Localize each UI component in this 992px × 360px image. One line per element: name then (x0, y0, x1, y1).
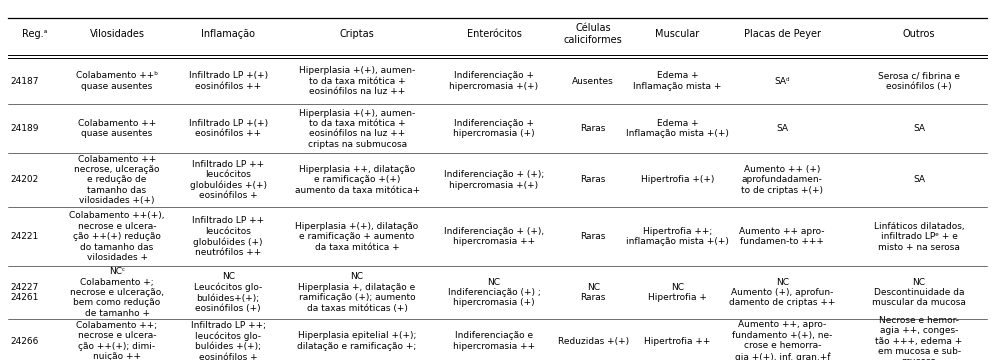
Text: 24189: 24189 (10, 124, 39, 133)
Text: NCᶜ
Colabamento +;
necrose e ulceração,
bem como redução
de tamanho +: NCᶜ Colabamento +; necrose e ulceração, … (70, 267, 164, 318)
Text: Colabamento ++ᵇ
quase ausentes: Colabamento ++ᵇ quase ausentes (76, 71, 158, 91)
Text: Enterócitos: Enterócitos (466, 29, 522, 39)
Text: 24221: 24221 (10, 232, 38, 241)
Text: NC
Hiperplasia +, dilatação e
ramificação (+); aumento
da taxas mitóticas (+): NC Hiperplasia +, dilatação e ramificaçã… (299, 273, 416, 312)
Text: Inflamação: Inflamação (201, 29, 255, 39)
Text: Infiltrado LP +(+)
eosinófilos ++: Infiltrado LP +(+) eosinófilos ++ (188, 71, 268, 91)
Text: Indiferenciação +
hipercromasia +(+): Indiferenciação + hipercromasia +(+) (449, 71, 539, 91)
Text: NC
Hipertrofia +: NC Hipertrofia + (648, 283, 707, 302)
Text: NC
Descontinuidade da
muscular da mucosa: NC Descontinuidade da muscular da mucosa (872, 278, 966, 307)
Text: Hiperplasia epitelial +(+);
dilatação e ramificação +;: Hiperplasia epitelial +(+); dilatação e … (298, 332, 417, 351)
Text: Aumento ++ (+)
aprofundadamen-
to de criptas +(+): Aumento ++ (+) aprofundadamen- to de cri… (741, 165, 823, 195)
Text: 24202: 24202 (10, 175, 38, 184)
Text: SA: SA (913, 175, 926, 184)
Text: Indiferenciação e
hipercromasia ++: Indiferenciação e hipercromasia ++ (453, 332, 535, 351)
Text: Células
caliciformes: Células caliciformes (563, 23, 623, 45)
Text: SAᵈ: SAᵈ (775, 77, 790, 86)
Text: 24266: 24266 (10, 337, 39, 346)
Text: Reg.ᵃ: Reg.ᵃ (22, 29, 48, 39)
Text: Infiltrado LP +(+)
eosinófilos ++: Infiltrado LP +(+) eosinófilos ++ (188, 119, 268, 138)
Text: Raras: Raras (580, 175, 606, 184)
Text: 24227
24261: 24227 24261 (10, 283, 39, 302)
Text: Serosa c/ fibrina e
eosinófilos (+): Serosa c/ fibrina e eosinófilos (+) (878, 71, 960, 91)
Text: Necrose e hemor-
agia ++, conges-
tão +++, edema +
em mucosa e sub-
mucosa: Necrose e hemor- agia ++, conges- tão ++… (876, 316, 962, 360)
Text: Infiltrado LP ++
leucócitos
globulóides +(+)
eosinófilos +: Infiltrado LP ++ leucócitos globulóides … (189, 159, 267, 201)
Text: Ausentes: Ausentes (572, 77, 614, 86)
Text: Raras: Raras (580, 124, 606, 133)
Text: Aumento ++, apro-
fundamento +(+), ne-
crose e hemorra-
gia +(+), inf. gran.+ḟ: Aumento ++, apro- fundamento +(+), ne- c… (732, 320, 832, 360)
Text: Criptas: Criptas (339, 29, 375, 39)
Text: NC
Indiferenciação (+) ;
hipercromasia (+): NC Indiferenciação (+) ; hipercromasia (… (447, 278, 541, 307)
Text: Reduzidas +(+): Reduzidas +(+) (558, 337, 629, 346)
Text: NC
Raras: NC Raras (580, 283, 606, 302)
Text: Edema +
Inflamação mista +: Edema + Inflamação mista + (633, 71, 722, 91)
Text: Colabamento ++(+),
necrose e ulcera-
ção ++(+) redução
do tamanho das
vilosidade: Colabamento ++(+), necrose e ulcera- ção… (69, 211, 165, 262)
Text: Colabamento ++
necrose, ulceração
e redução de
tamanho das
vilosidades +(+): Colabamento ++ necrose, ulceração e redu… (74, 155, 160, 205)
Text: Hiperplasia ++, dilatação
e ramificação +(+)
aumento da taxa mitótica+: Hiperplasia ++, dilatação e ramificação … (295, 165, 420, 195)
Text: Hipertrofia ++: Hipertrofia ++ (645, 337, 710, 346)
Text: Hiperplasia +(+), aumen-
to da taxa mitótica +
eosinófilos na luz ++: Hiperplasia +(+), aumen- to da taxa mitó… (299, 66, 416, 96)
Text: NC
Leucócitos glo-
bulóides+(+);
eosinófilos (+): NC Leucócitos glo- bulóides+(+); eosinóf… (194, 272, 262, 313)
Text: Raras: Raras (580, 232, 606, 241)
Text: Linfáticos dilatados,
infiltrado LPᵉ + e
misto + na serosa: Linfáticos dilatados, infiltrado LPᵉ + e… (874, 222, 964, 252)
Text: Hipertrofia +(+): Hipertrofia +(+) (641, 175, 714, 184)
Text: Outros: Outros (903, 29, 935, 39)
Text: Hiperplasia +(+), dilatação
e ramificação + aumento
da taxa mitótica +: Hiperplasia +(+), dilatação e ramificaçã… (296, 222, 419, 252)
Text: Colabamento ++;
necrose e ulcera-
ção ++(+); dimi-
nuição ++: Colabamento ++; necrose e ulcera- ção ++… (76, 321, 158, 360)
Text: Colabamento ++
quase ausentes: Colabamento ++ quase ausentes (78, 119, 156, 138)
Text: Infiltrado LP ++;
leucócitos glo-
bulóides +(+);
eosinófilos +: Infiltrado LP ++; leucócitos glo- bulóid… (190, 321, 266, 360)
Text: Aumento ++ apro-
fundamen-to +++: Aumento ++ apro- fundamen-to +++ (739, 227, 825, 246)
Text: Edema +
Inflamação mista +(+): Edema + Inflamação mista +(+) (626, 119, 729, 138)
Text: Placas de Peyer: Placas de Peyer (744, 29, 820, 39)
Text: Indiferenciação + (+);
hipercromasia +(+): Indiferenciação + (+); hipercromasia +(+… (443, 170, 545, 190)
Text: SA: SA (776, 124, 789, 133)
Text: Indiferenciação +
hipercromasia (+): Indiferenciação + hipercromasia (+) (453, 119, 535, 138)
Text: 24187: 24187 (10, 77, 39, 86)
Text: Hiperplasia +(+), aumen-
to da taxa mitótica +
eosinófilos na luz ++
criptas na : Hiperplasia +(+), aumen- to da taxa mitó… (299, 109, 416, 149)
Text: Muscular: Muscular (656, 29, 699, 39)
Text: NC
Aumento (+), aprofun-
damento de criptas ++: NC Aumento (+), aprofun- damento de crip… (729, 278, 835, 307)
Text: Hipertrofia ++;
inflamação mista +(+): Hipertrofia ++; inflamação mista +(+) (626, 227, 729, 246)
Text: Indiferenciação + (+),
hipercromasia ++: Indiferenciação + (+), hipercromasia ++ (444, 227, 544, 246)
Text: Vilosidades: Vilosidades (89, 29, 145, 39)
Text: SA: SA (913, 124, 926, 133)
Text: Infiltrado LP ++
leucócitos
globulóides (+)
neutrófilos ++: Infiltrado LP ++ leucócitos globulóides … (192, 216, 264, 257)
